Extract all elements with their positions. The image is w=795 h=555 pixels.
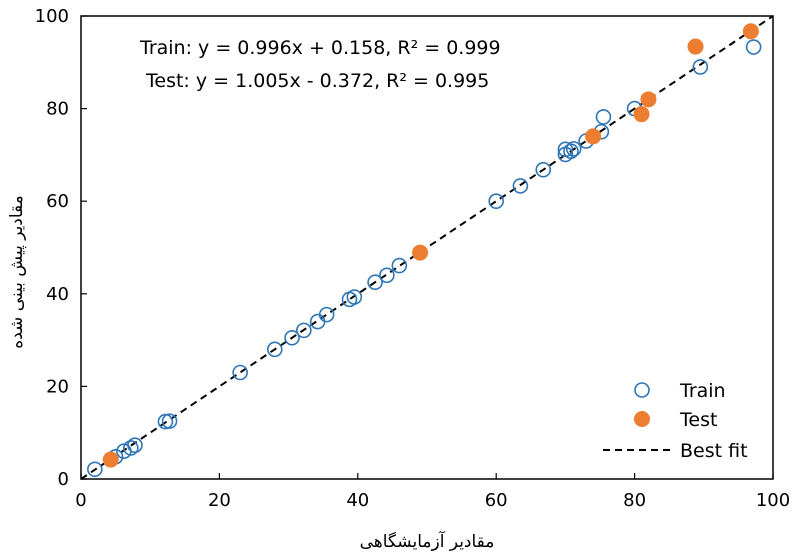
y-tick-label: 20 — [46, 376, 69, 397]
y-axis-title: مقادیر پیش بینی شده — [7, 195, 27, 349]
train-point — [488, 193, 505, 209]
train-point — [692, 59, 709, 75]
best-fit-line — [80, 15, 774, 480]
train-point — [161, 413, 178, 429]
train-point — [563, 143, 579, 159]
train-point — [535, 161, 552, 178]
legend-train-label: Train — [679, 380, 726, 402]
y-tick-label: 40 — [46, 284, 69, 305]
y-tick-label: 100 — [35, 6, 69, 27]
train-point — [284, 329, 300, 346]
test-series — [102, 23, 759, 468]
legend: Train Test Best fit — [603, 380, 748, 462]
x-tick-label: 40 — [346, 490, 369, 511]
x-tick-label: 60 — [485, 490, 508, 511]
test-point — [640, 91, 657, 108]
train-point — [512, 178, 529, 194]
train-point — [296, 322, 312, 339]
train-point — [87, 461, 103, 478]
legend-test-marker — [634, 411, 650, 427]
legend-best-fit-label: Best fit — [680, 440, 748, 462]
x-axis-title: مقادیر آزمایشگاهی — [360, 530, 495, 552]
train-point — [595, 109, 612, 125]
test-point — [687, 38, 704, 55]
test-point — [102, 451, 119, 468]
train-point — [565, 141, 582, 157]
test-point — [633, 106, 650, 123]
train-point — [346, 289, 363, 305]
legend-train-marker — [634, 382, 650, 398]
train-point — [367, 274, 383, 291]
test-point — [585, 128, 602, 145]
train-point — [379, 267, 395, 284]
train-point — [232, 364, 248, 381]
train-point — [127, 437, 143, 454]
best-fit-layer — [80, 15, 774, 480]
y-axis-ticks: 0 20 40 60 80 100 — [35, 6, 87, 490]
x-tick-label: 80 — [623, 490, 646, 511]
test-point — [742, 23, 759, 40]
train-point — [123, 440, 139, 456]
train-point — [391, 257, 408, 274]
legend-test-label: Test — [679, 409, 717, 431]
y-tick-label: 0 — [58, 469, 69, 490]
train-point — [266, 341, 283, 358]
y-tick-label: 80 — [46, 99, 69, 120]
train-point — [745, 39, 762, 55]
test-equation-annotation: Test: y = 1.005x - 0.372, R² = 0.995 — [145, 70, 489, 92]
y-tick-label: 60 — [46, 191, 69, 212]
train-point — [318, 306, 335, 323]
x-axis-ticks: 0 20 40 60 80 100 — [75, 473, 790, 511]
x-tick-label: 0 — [75, 490, 86, 511]
x-tick-label: 100 — [756, 490, 790, 511]
test-point — [412, 244, 429, 261]
x-tick-label: 20 — [208, 490, 231, 511]
train-equation-annotation: Train: y = 0.996x + 0.158, R² = 0.999 — [139, 37, 501, 59]
